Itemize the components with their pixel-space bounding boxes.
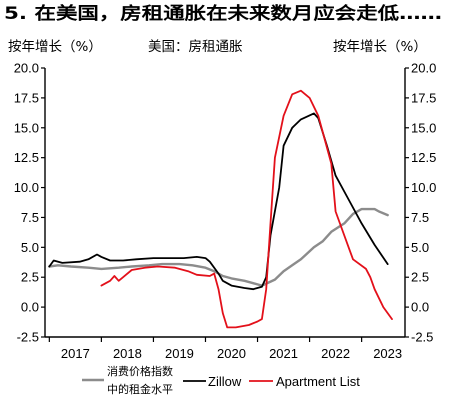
y-tick-label-right: 12.5 (411, 150, 436, 165)
legend-label-line: 中的租金水平 (107, 382, 173, 396)
x-tick-label: 2020 (217, 346, 246, 361)
legend-item-apartment-list: Apartment List (249, 374, 360, 389)
y-axis-label-left: 按年增长（%） (8, 39, 102, 55)
y-tick-label-left: 20.0 (14, 61, 39, 76)
series-lines (48, 89, 393, 329)
axis-ticks (41, 67, 409, 342)
y-tick-labels-left: 20.0 17.5 15.0 12.5 10.0 7.5 5.0 2.5 0.0 -2.5 (14, 61, 39, 345)
y-tick-label-right: 20.0 (411, 61, 436, 76)
y-tick-label-right: 17.5 (411, 90, 436, 105)
y-tick-labels-right: 20.0 17.5 15.0 12.5 10.0 7.5 5.0 2.5 0.0 -2.5 (411, 61, 436, 345)
legend-item-cpi-rent: 消费价格指数 中的租金水平 (82, 364, 177, 396)
y-tick-label-left: 7.5 (21, 210, 39, 225)
x-tick-label: 2019 (165, 346, 194, 361)
y-axis-label-right: 按年增长（%） (333, 39, 427, 55)
legend: 消费价格指数 中的租金水平 Zillow Apartment List (82, 364, 360, 396)
y-tick-label-left: 0.0 (21, 300, 39, 315)
y-tick-label-left: 12.5 (14, 150, 39, 165)
y-tick-label-left: 17.5 (14, 90, 39, 105)
y-tick-label-right: 0.0 (411, 300, 429, 315)
legend-label-zillow: Zillow (208, 374, 242, 389)
y-tick-label-left: 10.0 (14, 180, 39, 195)
y-tick-label-left: 2.5 (21, 270, 39, 285)
legend-label-cpi-rent: 消费价格指数 中的租金水平 (107, 364, 177, 396)
x-tick-label: 2017 (61, 346, 90, 361)
x-tick-label: 2023 (373, 346, 402, 361)
x-tick-label: 2021 (269, 346, 298, 361)
y-tick-label-right: -2.5 (411, 330, 433, 345)
y-tick-label-right: 5.0 (411, 240, 429, 255)
legend-label-line: 消费价格指数 (107, 364, 173, 378)
y-tick-label-right: 7.5 (411, 210, 429, 225)
x-tick-label: 2018 (113, 346, 142, 361)
legend-item-zillow: Zillow (183, 374, 242, 389)
y-tick-label-left: 15.0 (14, 120, 39, 135)
series-line-cpi-rent (48, 207, 389, 287)
y-tick-label-left: -2.5 (17, 330, 39, 345)
x-tick-labels: 2017 2018 2019 2020 2021 2022 2023 (61, 346, 402, 361)
x-tick-label: 2022 (321, 346, 350, 361)
series-line-apartment-list (100, 89, 393, 329)
legend-label-apartment-list: Apartment List (276, 374, 360, 389)
series-line-zillow (48, 112, 389, 291)
y-tick-label-left: 5.0 (21, 240, 39, 255)
axes (44, 68, 406, 338)
y-tick-label-right: 10.0 (411, 180, 436, 195)
y-tick-label-right: 2.5 (411, 270, 429, 285)
chart-subtitle: 美国：房租通胀 (148, 39, 243, 55)
y-tick-label-right: 15.0 (411, 120, 436, 135)
chart-title: 5. 在美国，房租通胀在未来数月应会走低…… (4, 3, 442, 24)
